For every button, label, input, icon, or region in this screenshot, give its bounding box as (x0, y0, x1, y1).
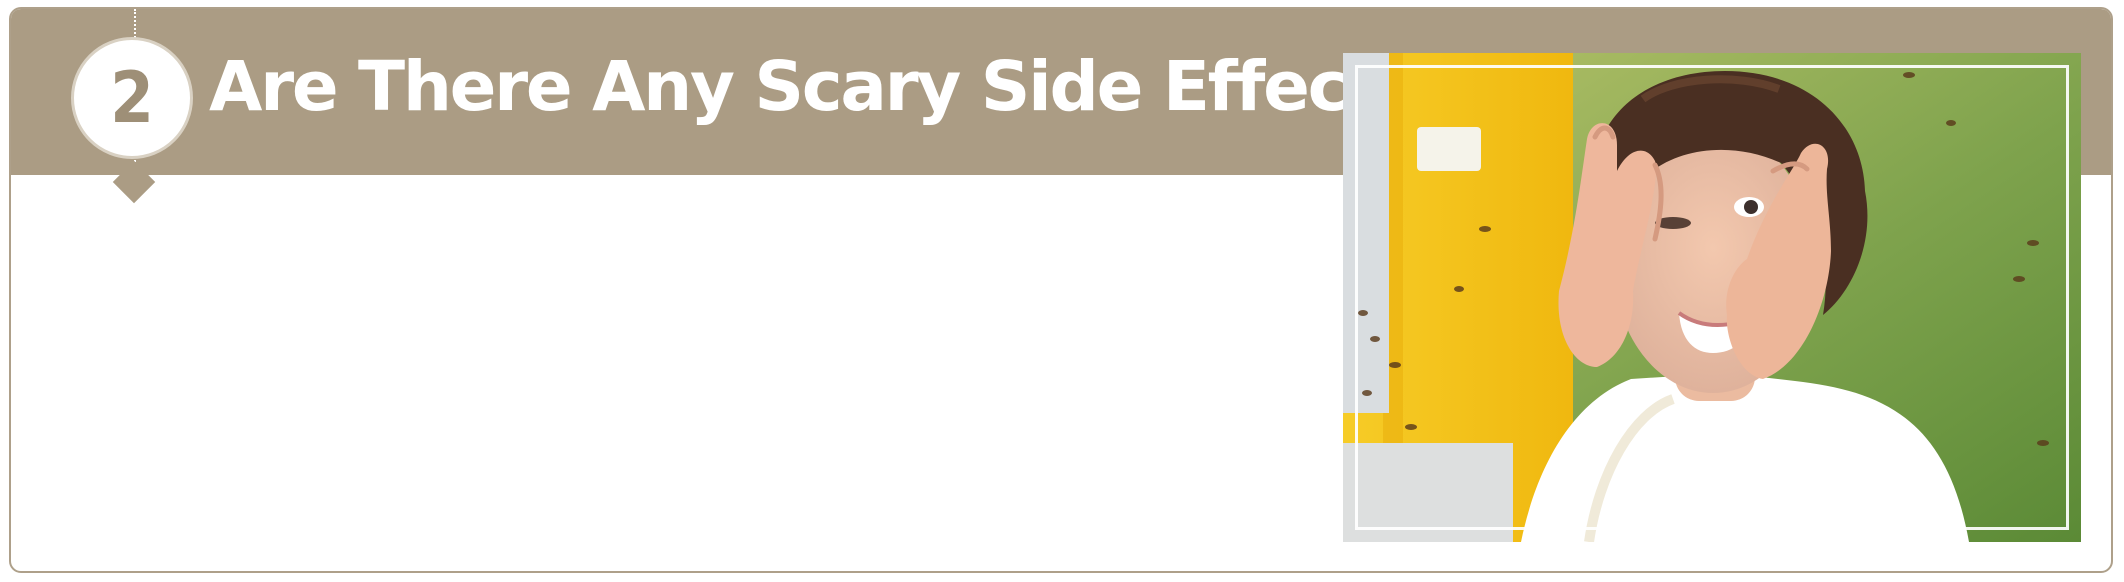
content-card: 2 Are There Any Scary Side Effects? (9, 7, 2113, 573)
section-title: Are There Any Scary Side Effects? (209, 47, 1456, 127)
section-photo (1343, 53, 2081, 542)
section-number-badge: 2 (71, 37, 193, 159)
badge-pointer (112, 160, 156, 204)
